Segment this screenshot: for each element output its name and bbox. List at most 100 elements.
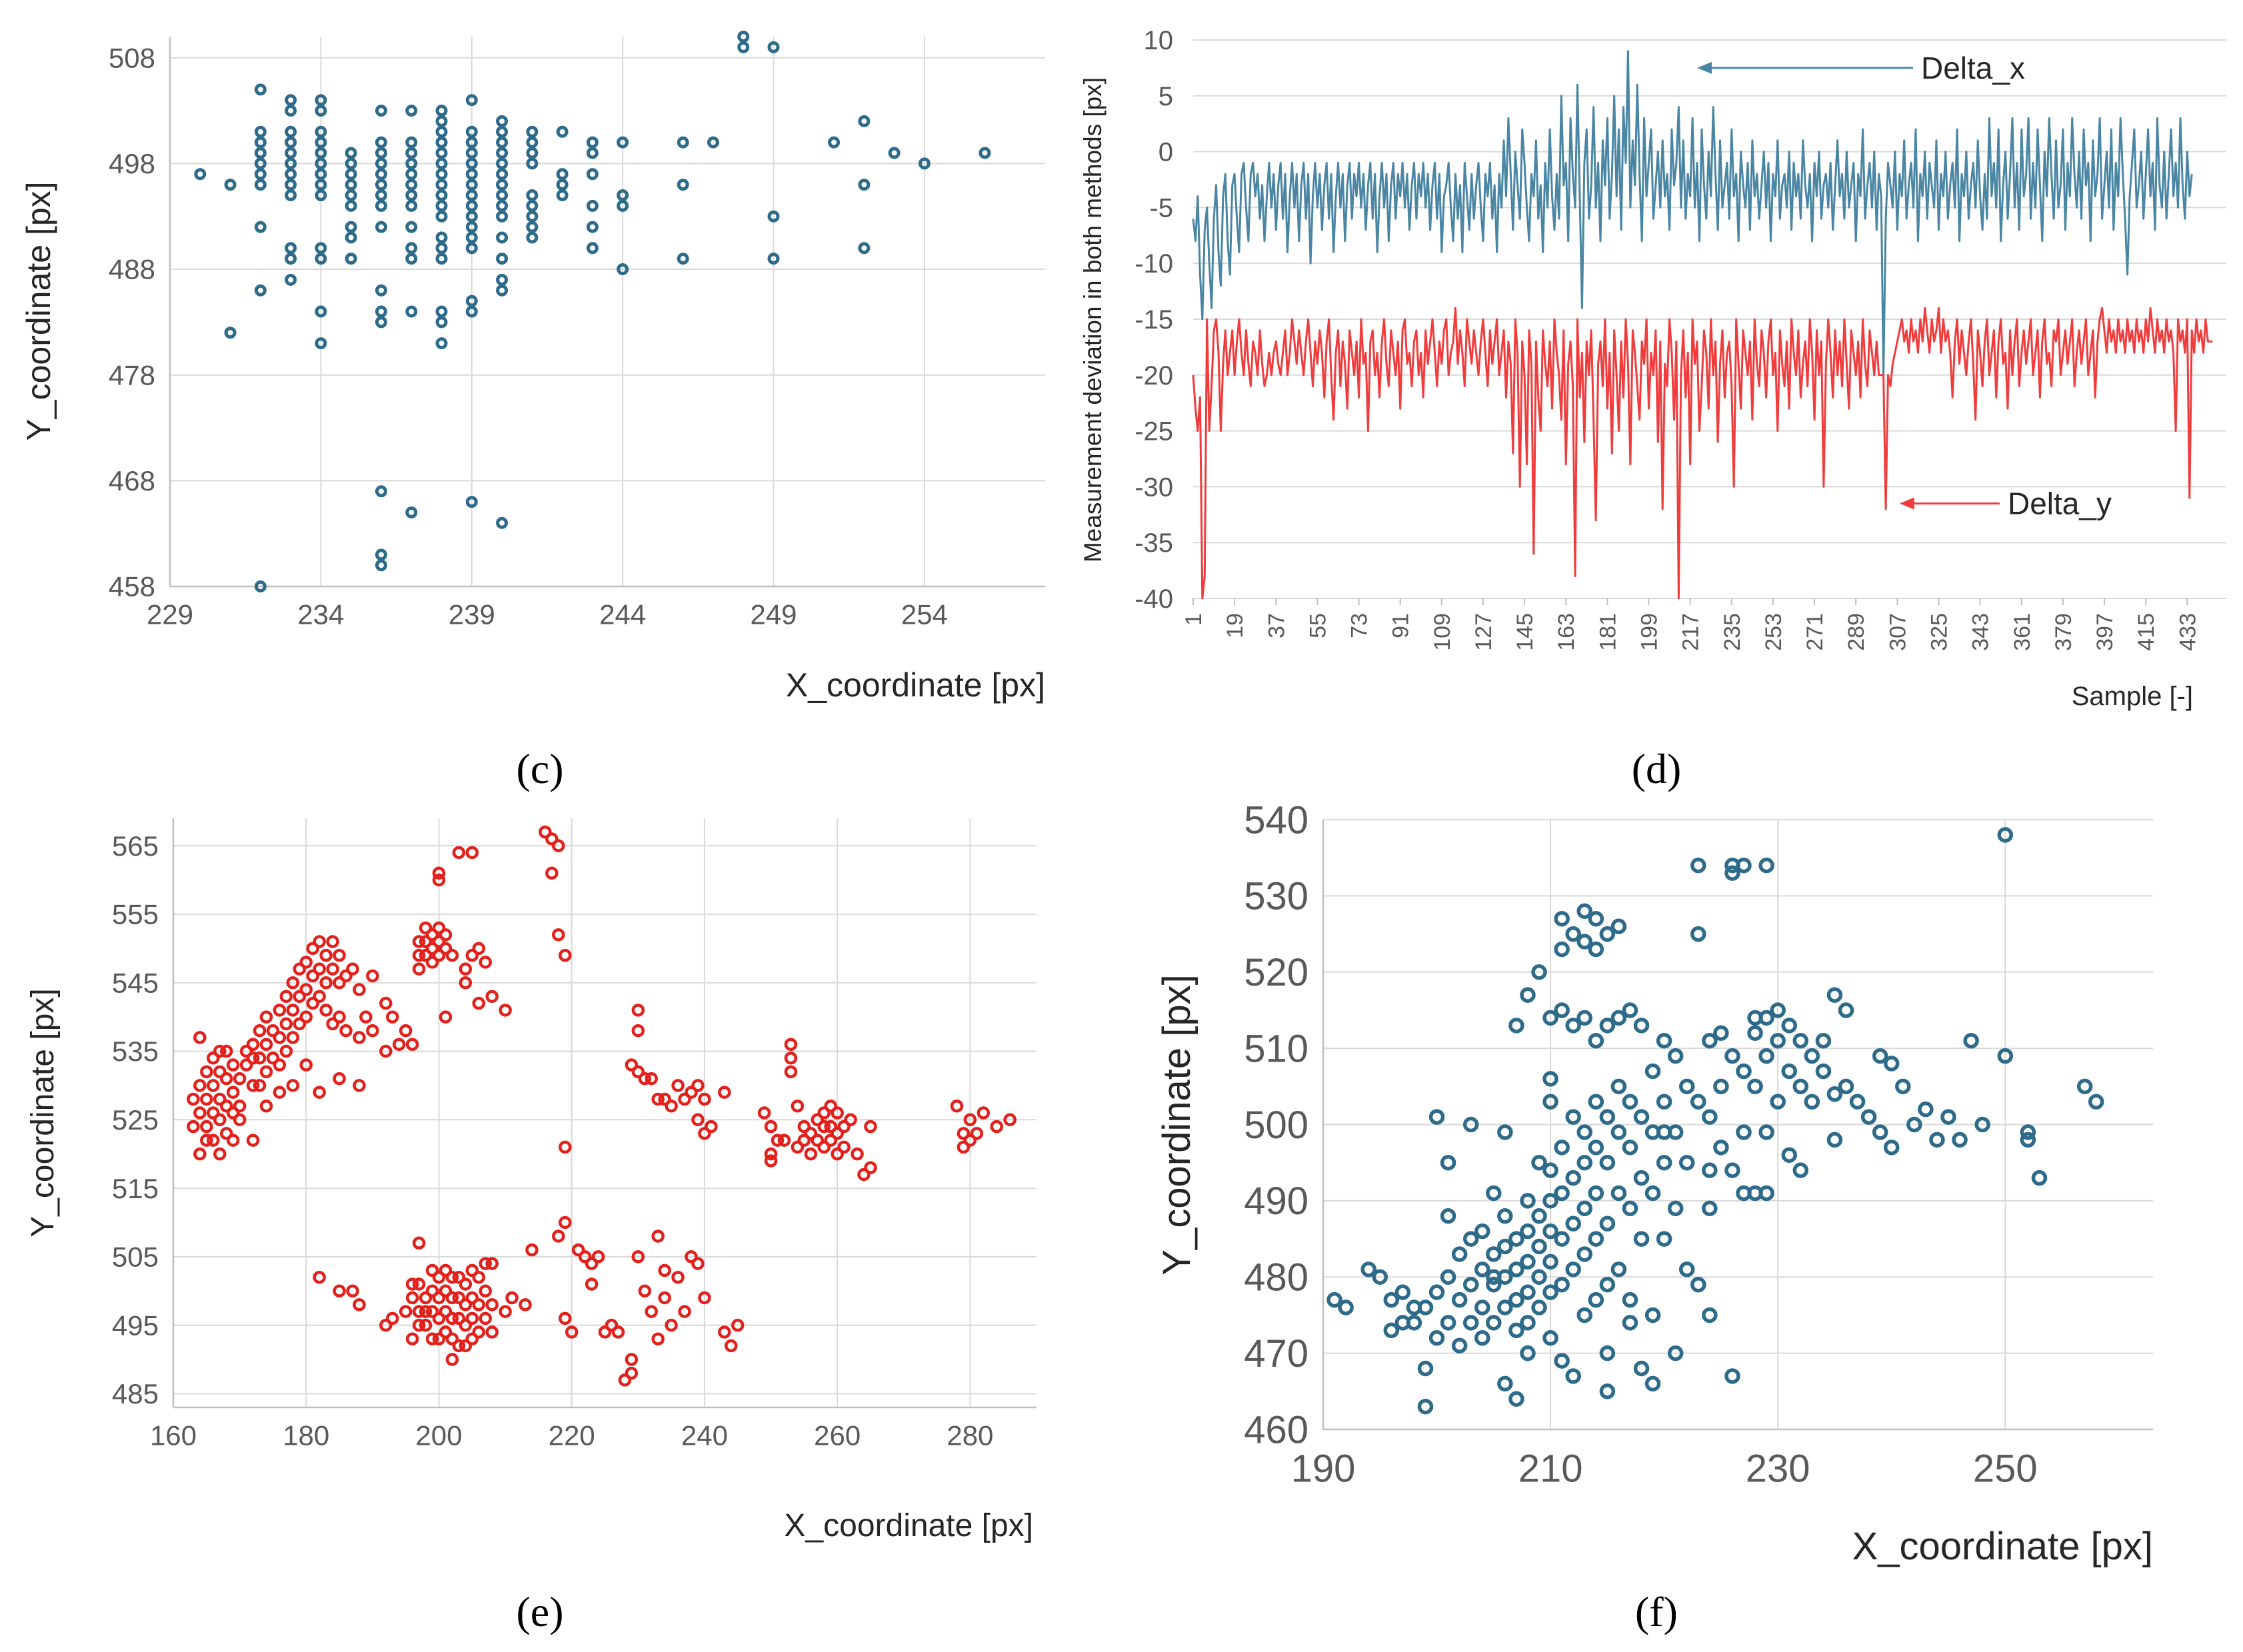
annotation-arrowhead xyxy=(1899,497,1914,510)
data-point xyxy=(224,179,237,191)
data-point xyxy=(315,125,327,138)
data-point xyxy=(1428,1330,1445,1346)
data-point xyxy=(273,1031,287,1044)
data-point xyxy=(1974,1116,1990,1133)
data-point xyxy=(1599,926,1616,942)
data-point xyxy=(618,1373,632,1387)
data-point xyxy=(375,485,387,498)
data-point xyxy=(1576,1246,1593,1262)
data-point xyxy=(375,168,387,181)
data-point xyxy=(200,1120,213,1134)
x-axis-label: X_coordinate [px] xyxy=(1852,1525,2153,1568)
data-point xyxy=(333,976,346,990)
data-point xyxy=(226,1134,240,1147)
data-point xyxy=(285,179,297,191)
data-point xyxy=(658,1263,671,1277)
data-point xyxy=(804,1147,818,1161)
data-point xyxy=(1531,1238,1547,1255)
data-point xyxy=(1486,1246,1502,1262)
data-point xyxy=(366,1024,379,1038)
data-point xyxy=(1656,1231,1672,1247)
data-point xyxy=(315,305,327,318)
data-point xyxy=(1702,1162,1718,1178)
data-point xyxy=(435,189,448,201)
data-point xyxy=(1702,1307,1718,1323)
data-point xyxy=(631,1065,645,1079)
data-point xyxy=(1747,1025,1763,1041)
data-point xyxy=(1440,1154,1456,1171)
data-point xyxy=(545,866,559,880)
data-point xyxy=(1690,857,1706,874)
data-point xyxy=(1508,1391,1524,1407)
data-point xyxy=(226,1106,240,1120)
data-point xyxy=(496,231,509,244)
data-point xyxy=(791,1099,805,1113)
data-point xyxy=(496,199,509,212)
data-point xyxy=(285,105,297,117)
data-point xyxy=(1554,1276,1570,1293)
data-point xyxy=(1872,1048,1888,1064)
data-point xyxy=(804,1127,818,1140)
data-point xyxy=(496,168,509,181)
data-point xyxy=(2076,1078,2093,1095)
data-point xyxy=(1736,857,1752,874)
data-point xyxy=(1610,1078,1627,1095)
data-point xyxy=(239,1058,253,1072)
data-point xyxy=(586,168,599,181)
data-point xyxy=(345,168,357,181)
data-point xyxy=(1394,1284,1411,1300)
data-point xyxy=(1940,1109,1956,1125)
data-point xyxy=(1542,1223,1558,1239)
data-point xyxy=(1781,1147,1797,1163)
data-point xyxy=(254,221,267,233)
data-point xyxy=(435,147,448,159)
data-point xyxy=(1804,1094,1820,1110)
data-point xyxy=(1599,1109,1616,1125)
data-point xyxy=(207,1052,220,1065)
data-point xyxy=(435,199,448,212)
data-point xyxy=(705,1120,718,1134)
data-point xyxy=(526,221,539,233)
data-point xyxy=(472,1270,485,1284)
data-point xyxy=(1622,1094,1638,1110)
data-point xyxy=(1542,1193,1558,1209)
data-point xyxy=(1462,1231,1479,1247)
data-point xyxy=(1690,926,1706,942)
data-point xyxy=(345,157,357,170)
panel-label-c: (c) xyxy=(516,745,563,792)
data-point xyxy=(285,168,297,181)
data-point xyxy=(187,1092,200,1106)
data-point xyxy=(707,136,719,149)
data-point xyxy=(385,1311,399,1325)
data-point xyxy=(319,1004,333,1017)
data-point xyxy=(499,1305,512,1318)
data-point xyxy=(1633,1360,1650,1377)
data-point xyxy=(259,1010,273,1024)
data-point xyxy=(224,327,237,339)
data-point xyxy=(496,189,509,201)
data-point xyxy=(784,1038,798,1051)
data-point xyxy=(556,125,569,138)
data-point xyxy=(1997,827,2014,843)
data-point xyxy=(226,1058,240,1072)
data-point xyxy=(496,179,509,191)
data-point xyxy=(1610,1261,1627,1277)
data-point xyxy=(375,157,387,170)
data-point xyxy=(412,1277,426,1291)
data-point xyxy=(472,996,485,1010)
y-tick-label: 460 xyxy=(1244,1408,1308,1451)
data-point xyxy=(1792,1162,1809,1178)
data-point xyxy=(678,1092,691,1106)
data-point xyxy=(253,1052,267,1065)
data-point xyxy=(1838,1002,1854,1018)
data-point xyxy=(1520,1315,1536,1331)
chart-e: 485 495 505 515 525 535 545 555 565 160 180 200 220 2… xyxy=(25,818,1037,1543)
data-point xyxy=(1576,934,1593,950)
data-point xyxy=(831,1147,844,1161)
data-point xyxy=(1497,1375,1513,1392)
data-point xyxy=(273,1086,287,1099)
data-point xyxy=(496,284,509,297)
data-point xyxy=(1588,1140,1604,1156)
data-point xyxy=(2088,1094,2104,1110)
data-point xyxy=(1724,1048,1740,1064)
